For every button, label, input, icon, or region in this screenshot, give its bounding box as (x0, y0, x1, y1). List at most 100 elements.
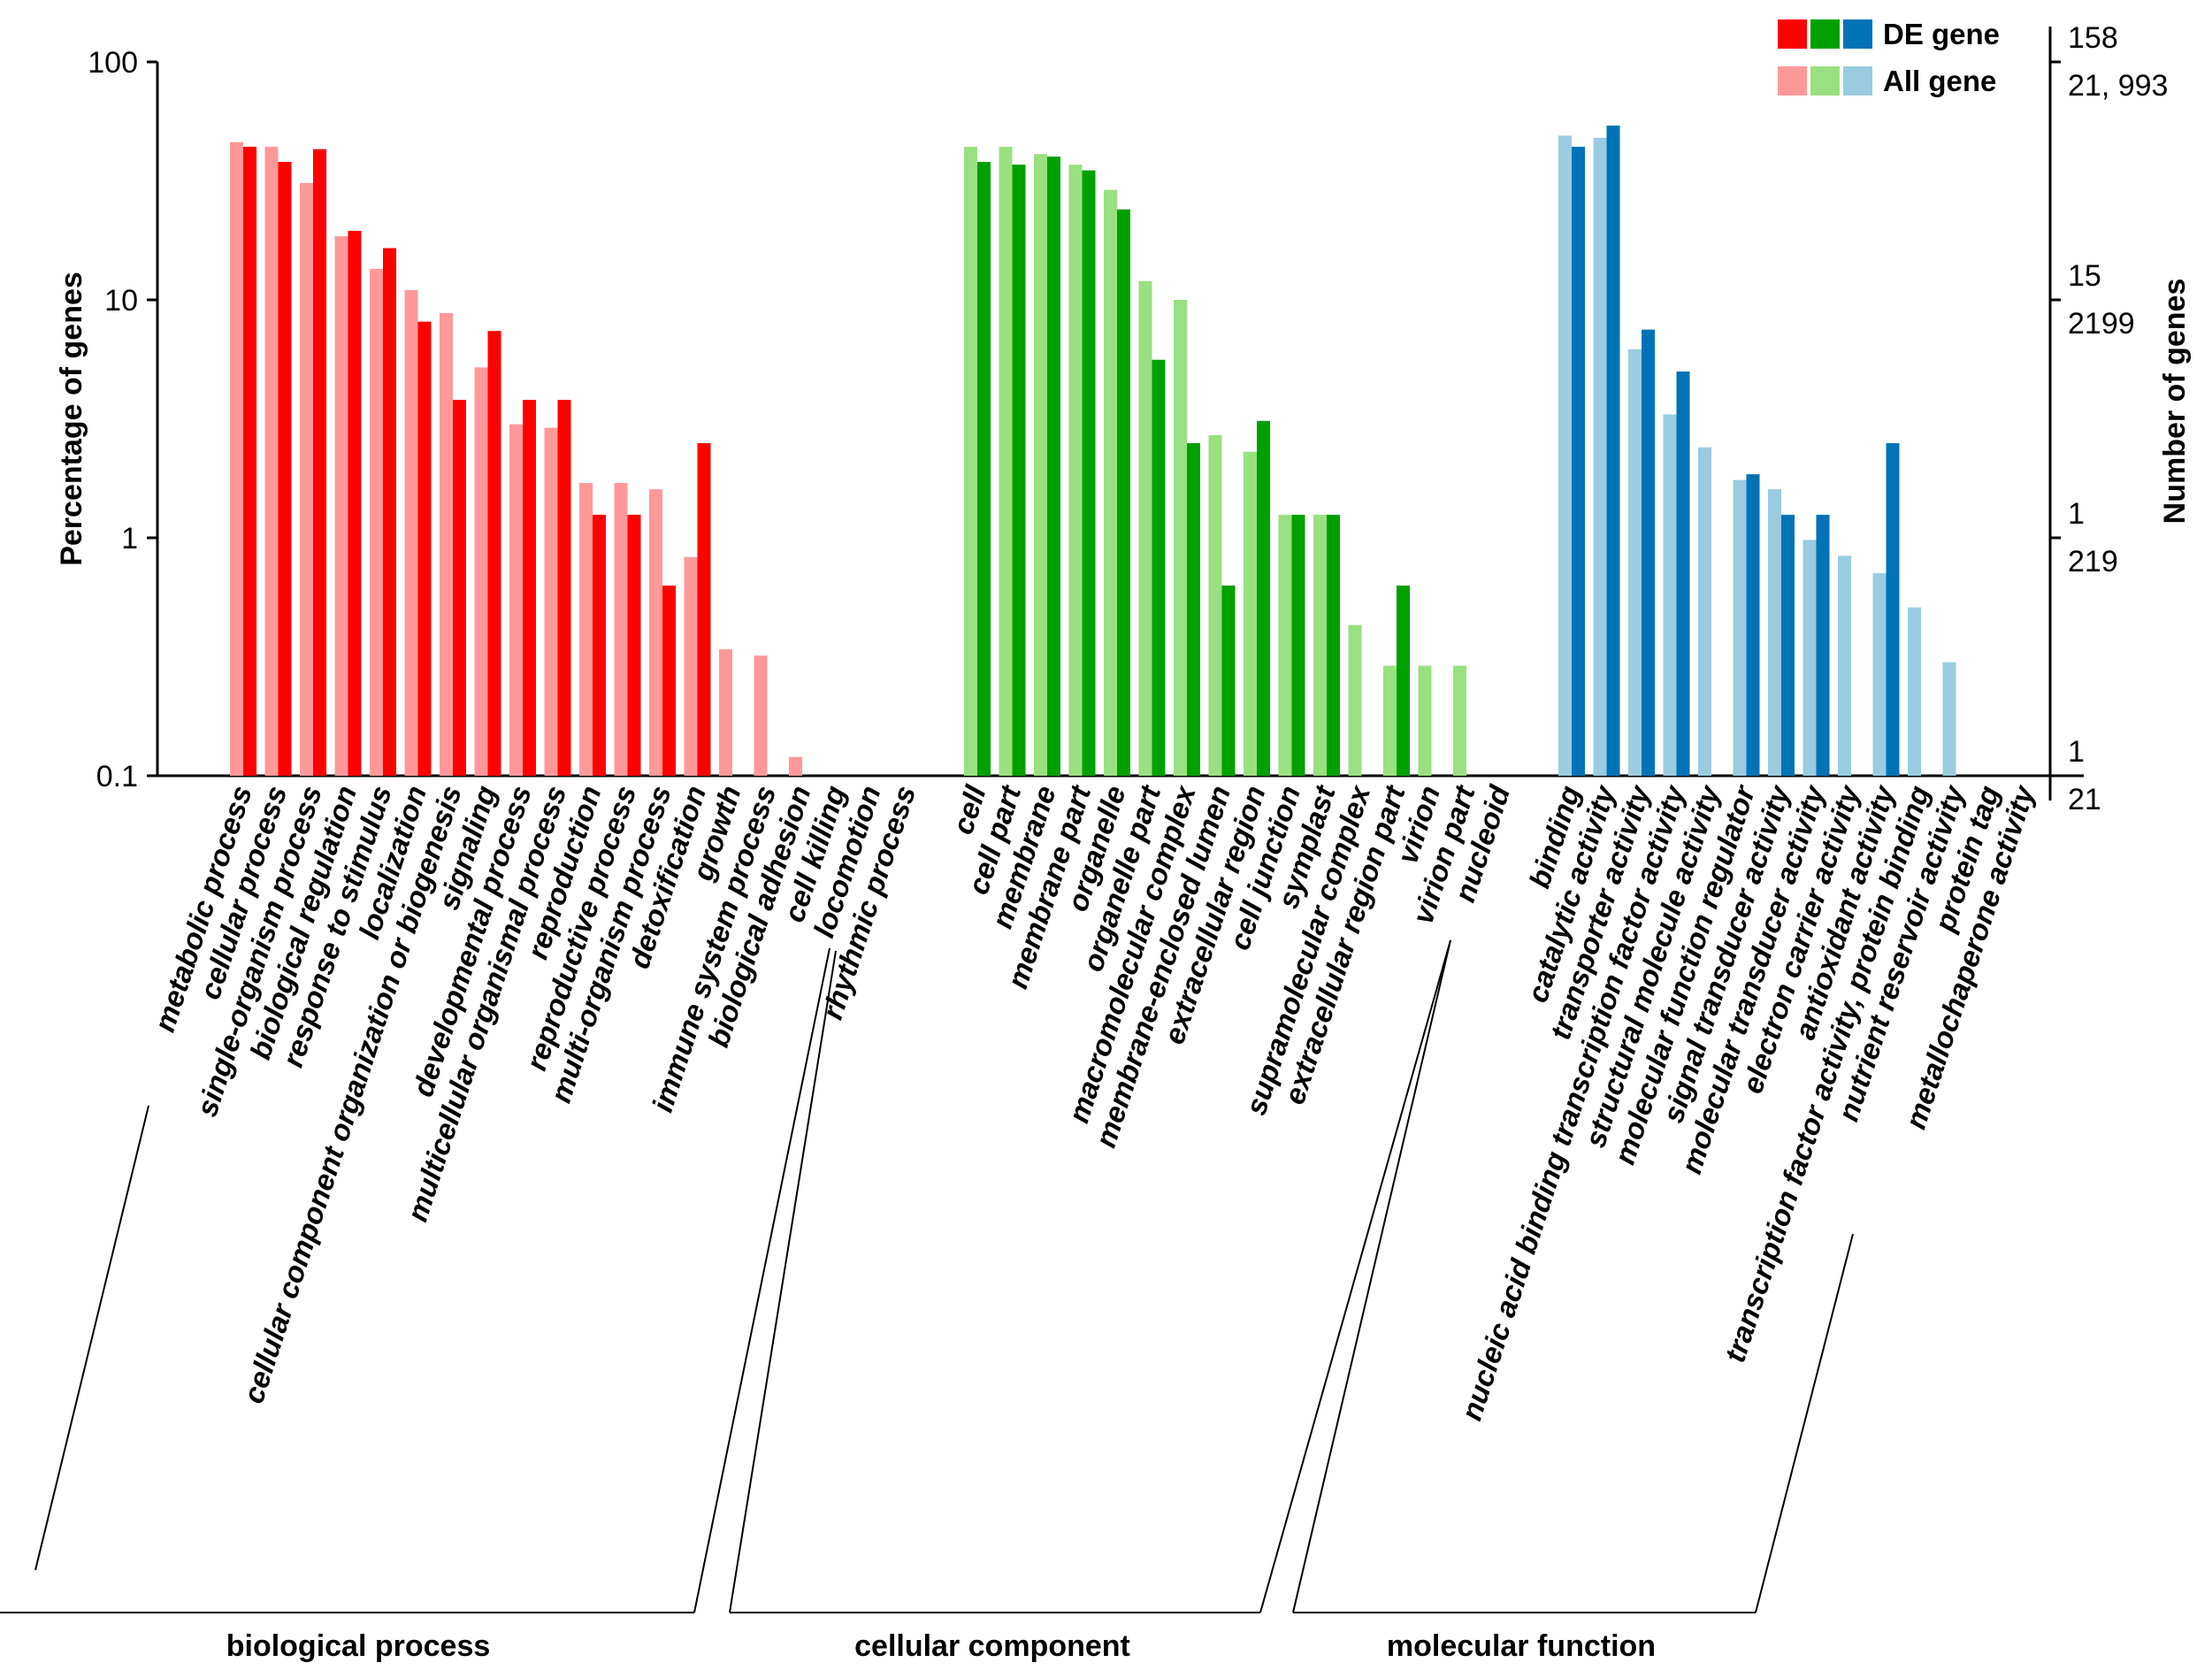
left-tick-label: 10 (104, 284, 138, 318)
bar-all-gene (754, 655, 768, 776)
bar-all-gene (474, 367, 488, 776)
right-tick-label-all: 219 (2068, 545, 2118, 578)
bar-all-gene (404, 289, 418, 776)
bar-de-gene (348, 230, 362, 776)
bar-de-gene (1572, 146, 1585, 776)
bar-de-gene (453, 400, 466, 776)
group-label: cellular component (854, 1629, 1130, 1663)
legend-label-de: DE gene (1883, 18, 2000, 50)
bar-de-gene (662, 585, 676, 776)
legend-swatch-de (1843, 19, 1872, 49)
right-axis-title: Number of genes (2158, 279, 2192, 525)
bar-all-gene (1768, 489, 1781, 776)
group-bracket-left (1292, 939, 1451, 1613)
bar-de-gene (1746, 474, 1760, 776)
bar-de-gene (1327, 514, 1340, 776)
bar-all-gene (1698, 447, 1711, 776)
bar-all-gene (1453, 665, 1466, 776)
bar-all-gene (1174, 300, 1187, 776)
bar-de-gene (1187, 442, 1200, 776)
bar-de-gene (278, 162, 292, 776)
group-bracket-right (1259, 939, 1451, 1613)
legend-swatch-all (1843, 66, 1872, 96)
right-tick-label-all: 21, 993 (2068, 69, 2168, 103)
legend-swatch-de (1810, 19, 1840, 49)
bar-all-gene (1593, 137, 1607, 777)
bar-de-gene (627, 514, 641, 776)
bar-all-gene (300, 182, 313, 776)
bar-all-gene (719, 649, 732, 776)
bar-all-gene (1733, 479, 1747, 776)
right-tick-label-de: 15 (2068, 259, 2101, 293)
bar-de-gene (1781, 514, 1795, 776)
group-label: molecular function (1387, 1629, 1656, 1663)
bar-all-gene (1313, 514, 1327, 776)
bar-all-gene (1138, 280, 1152, 776)
bar-de-gene (697, 442, 711, 776)
group-label: biological process (226, 1629, 491, 1663)
bar-de-gene (557, 400, 571, 776)
bar-de-gene (243, 146, 256, 776)
legend-swatch-de (1778, 19, 1807, 49)
legend-label-all: All gene (1883, 65, 1996, 97)
bar-de-gene (593, 514, 606, 776)
bar-all-gene (230, 142, 243, 776)
bar-de-gene (383, 248, 396, 776)
bar-de-gene (1642, 329, 1655, 776)
bar-all-gene (1104, 189, 1117, 777)
bar-de-gene (1117, 209, 1130, 777)
bar-de-gene (313, 149, 326, 776)
bar-all-gene (1034, 154, 1047, 777)
bar-de-gene (1257, 420, 1270, 776)
bar-all-gene (579, 483, 593, 776)
right-tick-label-de: 158 (2068, 21, 2118, 55)
bar-all-gene (1558, 135, 1572, 776)
bar-all-gene (1278, 514, 1292, 776)
bar-all-gene (614, 483, 628, 776)
bar-de-gene (977, 162, 991, 776)
bar-de-gene (1082, 170, 1096, 776)
right-tick-label-all: 21 (2068, 783, 2101, 816)
bar-de-gene (417, 321, 432, 776)
right-tick-label-all: 2199 (2068, 307, 2135, 341)
bar-all-gene (1942, 662, 1956, 776)
bar-de-gene (487, 331, 501, 776)
bar-all-gene (789, 756, 802, 776)
bar-all-gene (1348, 624, 1362, 776)
bar-all-gene (509, 424, 523, 776)
left-tick-label: 1 (121, 522, 138, 556)
bar-de-gene (1047, 157, 1060, 776)
bar-all-gene (1208, 434, 1222, 776)
bar-all-gene (1628, 349, 1642, 776)
bar-de-gene (1221, 585, 1236, 776)
left-tick-label: 100 (88, 46, 138, 80)
legend-swatch-all (1810, 66, 1840, 96)
group-bracket-right (1755, 1233, 1854, 1613)
bar-all-gene (334, 236, 348, 776)
left-axis-title: Percentage of genes (55, 272, 88, 566)
bar-all-gene (370, 268, 383, 777)
bar-de-gene (1816, 514, 1830, 776)
bar-de-gene (1886, 442, 1900, 776)
bar-all-gene (1244, 451, 1257, 776)
bar-all-gene (440, 312, 453, 776)
bar-all-gene (1418, 665, 1432, 776)
group-bracket-left (34, 1105, 149, 1571)
bar-all-gene (684, 556, 698, 776)
bar-de-gene (1152, 359, 1166, 776)
bar-de-gene (1012, 165, 1026, 776)
bar-all-gene (1838, 556, 1851, 776)
right-tick-label-de: 1 (2068, 735, 2085, 769)
right-tick-label-de: 1 (2068, 497, 2085, 531)
bar-de-gene (1291, 514, 1305, 776)
group-bracket-right (693, 947, 830, 1613)
bar-all-gene (1803, 540, 1817, 776)
bar-de-gene (523, 400, 536, 776)
bar-all-gene (999, 146, 1013, 776)
bar-all-gene (544, 427, 558, 776)
bar-all-gene (1068, 165, 1083, 776)
bar-de-gene (1676, 371, 1690, 776)
bar-all-gene (264, 146, 279, 776)
